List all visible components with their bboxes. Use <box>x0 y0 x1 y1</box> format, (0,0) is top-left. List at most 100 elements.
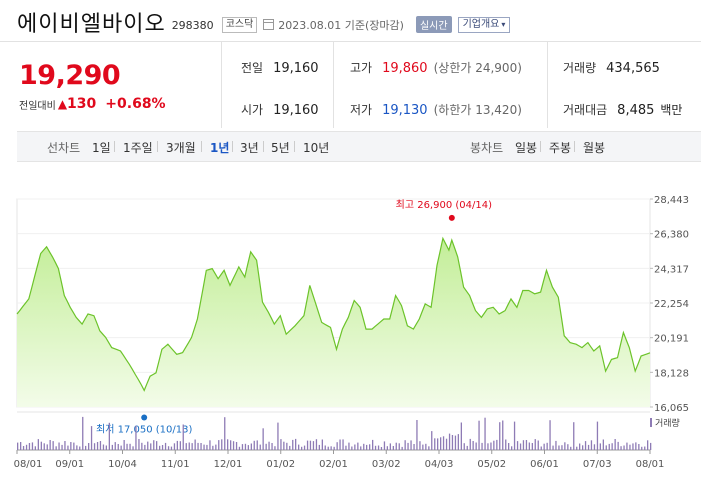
volume-bar <box>126 443 128 450</box>
volume-bar <box>372 439 374 450</box>
volume-bar <box>579 443 581 450</box>
volume-bar <box>191 443 193 450</box>
candle-chart-label[interactable]: 봉차트 <box>470 141 504 155</box>
volume-bar <box>247 445 249 450</box>
candle-daily[interactable]: 일봉 <box>515 141 538 155</box>
x-tick-label: 03/02 <box>372 459 401 470</box>
volume-bar <box>20 442 22 450</box>
market-badge: 코스닥 <box>221 16 258 33</box>
realtime-button[interactable]: 실시간 <box>415 16 452 33</box>
volume-bar <box>102 444 105 450</box>
volume-bar <box>55 446 57 450</box>
volume-bar <box>632 443 634 450</box>
volume-bar <box>522 440 525 450</box>
x-tick-label: 01/02 <box>266 459 295 470</box>
line-chart-label[interactable]: 선차트 <box>47 141 81 155</box>
volume-bar <box>25 444 28 450</box>
volume-bar <box>159 445 161 450</box>
candle-weekly[interactable]: 주봉 <box>549 141 572 155</box>
period-5y[interactable]: 5년 <box>271 141 290 155</box>
volume-bar <box>635 442 637 450</box>
y-tick-label: 24,317 <box>654 264 689 275</box>
volume-bar <box>386 446 388 450</box>
volume-bar <box>451 435 454 450</box>
volume-bar <box>215 444 217 450</box>
volume-bar <box>416 420 418 450</box>
volume-bar <box>593 444 596 450</box>
volume-bar <box>605 445 607 450</box>
volume-bar <box>590 440 593 450</box>
volume-bar <box>398 443 400 450</box>
volume-bar <box>17 442 19 450</box>
volume-bar <box>156 441 158 450</box>
period-3y[interactable]: 3년 <box>240 141 259 155</box>
volume-bar <box>197 442 199 450</box>
volume-bar <box>289 445 291 450</box>
x-tick-label: 11/01 <box>161 459 190 470</box>
current-price-box: 19,290 전일대비 ▲ 130 +0.68% <box>0 42 222 128</box>
volume-bar <box>650 442 652 450</box>
volume-bar <box>265 443 267 450</box>
volume-bar <box>647 440 649 450</box>
volume-bar <box>342 439 344 450</box>
volume-bar <box>218 440 220 450</box>
volume-bar <box>31 442 34 450</box>
candle-monthly[interactable]: 월봉 <box>583 141 606 155</box>
volume-bar <box>161 445 164 450</box>
price-area <box>17 238 650 407</box>
volume-bar <box>587 444 590 450</box>
volume-bar <box>61 444 63 450</box>
volume-bar <box>576 446 578 450</box>
volume-bar <box>306 440 309 450</box>
volume-bar <box>262 428 264 450</box>
volume-bar <box>43 443 45 450</box>
volume-bar <box>135 425 137 450</box>
period-10y[interactable]: 10년 <box>303 141 330 155</box>
volume-bar <box>626 442 628 450</box>
volume-bar <box>111 444 113 450</box>
volume-bar <box>209 440 211 450</box>
volume-bar <box>271 443 273 450</box>
volume-bar <box>309 440 312 450</box>
divider <box>333 42 334 128</box>
up-arrow-icon: ▲ <box>57 97 68 111</box>
volume-bar <box>173 443 176 450</box>
period-1d[interactable]: 1일 <box>92 141 111 155</box>
volume-bar <box>238 446 241 450</box>
volume-bar <box>383 441 386 450</box>
volume-bar <box>351 446 353 450</box>
volume-bar <box>99 441 102 450</box>
volume-bar <box>93 443 96 450</box>
volume-bar <box>475 442 477 450</box>
volume-bar <box>46 444 48 450</box>
change-value: 130 <box>67 96 97 112</box>
volume-bar <box>496 439 498 450</box>
volume-bar <box>230 440 232 450</box>
volume-bar <box>164 442 167 450</box>
volume-bar <box>369 444 371 450</box>
volume-bar <box>516 441 519 450</box>
period-1y[interactable]: 1년 <box>210 141 230 155</box>
volume-bar <box>437 438 439 450</box>
volume-bar <box>76 445 78 450</box>
volume-bar <box>64 441 66 450</box>
volume-bar <box>534 439 536 450</box>
period-1w[interactable]: 1주일 <box>123 141 153 155</box>
volume-bar <box>345 445 347 450</box>
y-tick-label: 16,065 <box>654 403 689 414</box>
period-3m[interactable]: 3개월 <box>166 141 196 155</box>
x-tick-label: 08/01 <box>636 459 665 470</box>
x-tick-label: 12/01 <box>214 459 243 470</box>
volume-bar <box>150 443 152 450</box>
price-chart[interactable]: 28,443 26,380 24,317 22,254 20,191 18,128 16,0… <box>0 162 701 483</box>
max-label: 최고 26,900 (04/14) <box>396 199 492 211</box>
volume-bar <box>508 443 510 450</box>
volume-bar <box>410 440 412 450</box>
volume-bar <box>224 417 226 450</box>
volume-bar <box>531 443 533 450</box>
volume-bar <box>227 439 229 450</box>
volume-bar <box>490 442 492 450</box>
company-info-button[interactable]: 기업개요 ▾ <box>457 16 511 33</box>
volume-bar <box>138 439 140 450</box>
volume-bar <box>448 433 451 450</box>
